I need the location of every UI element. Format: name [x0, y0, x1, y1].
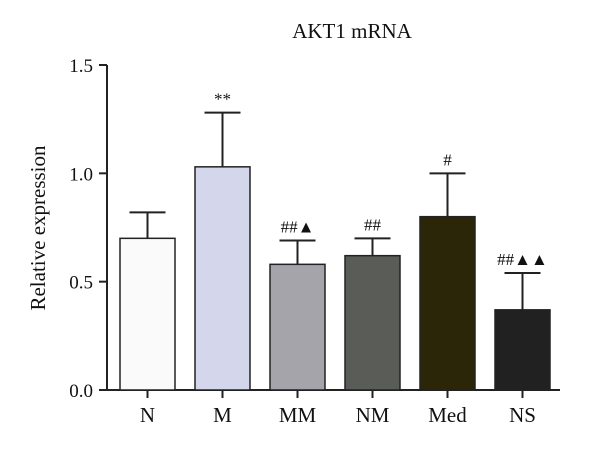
significance-label: ##	[364, 215, 382, 234]
y-axis-label: Relative expression	[26, 145, 50, 311]
significance-label: ##▲	[281, 218, 315, 237]
significance-label: **	[214, 90, 231, 109]
x-tick-label: M	[213, 403, 232, 427]
y-tick-label: 0.0	[69, 381, 93, 402]
x-tick-label: N	[140, 403, 155, 427]
bar-n	[119, 237, 176, 391]
y-tick-label: 1.0	[69, 164, 93, 185]
bar-nm	[344, 254, 401, 391]
y-tick-label: 1.5	[69, 56, 93, 77]
x-tick-label: NS	[509, 403, 536, 427]
x-tick-label: Med	[428, 403, 467, 427]
bar-ns	[494, 309, 551, 391]
bar-m	[194, 166, 251, 391]
chart-title: AKT1 mRNA	[292, 19, 412, 43]
bar-med	[419, 215, 476, 391]
significance-label: #	[443, 150, 452, 169]
y-tick-label: 0.5	[69, 273, 93, 294]
bar-mm	[269, 263, 326, 391]
x-tick-label: MM	[279, 403, 317, 427]
x-tick-label: NM	[356, 403, 390, 427]
significance-label: ##▲▲	[497, 250, 548, 269]
